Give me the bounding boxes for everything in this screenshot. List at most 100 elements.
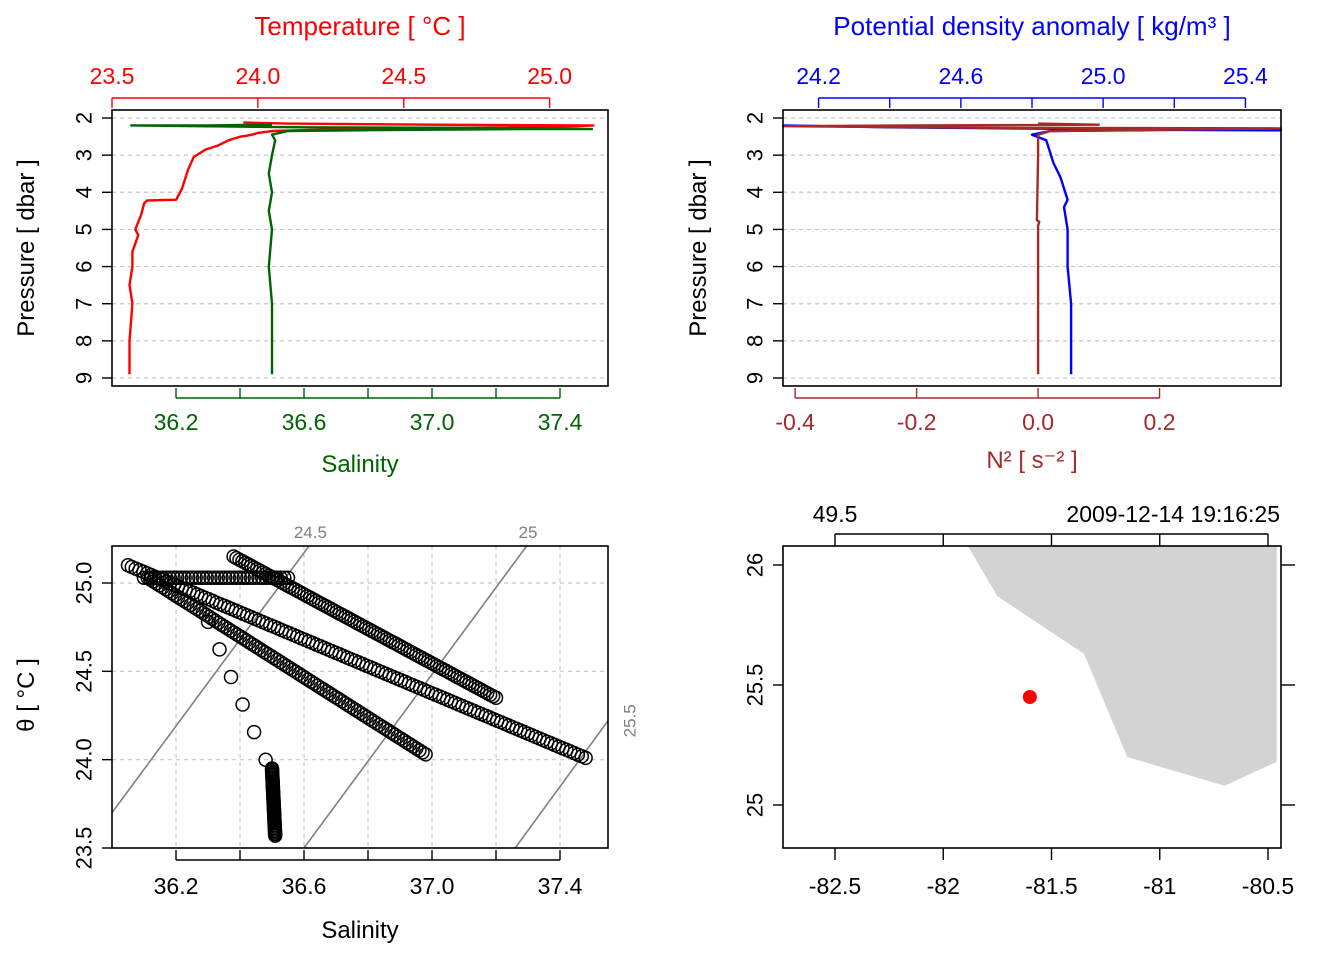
ts-profile-ytick-label-7: 7 — [72, 298, 97, 310]
ts-point — [169, 570, 185, 585]
ts-point — [578, 750, 593, 766]
ts-salinity-axis-label: Salinity — [321, 917, 398, 944]
ts-point — [192, 570, 207, 585]
map-xtick-label-3: -81 — [1143, 873, 1176, 899]
density-profile-ytick-label-6: 6 — [743, 260, 768, 272]
map-ytick-label-2: 26 — [743, 553, 768, 577]
map-xtick-label-0: -82.5 — [809, 873, 861, 899]
ts-point — [217, 570, 233, 585]
ts-point — [136, 570, 152, 585]
ts-point — [269, 570, 285, 585]
ts-point — [147, 570, 163, 585]
ts-point — [254, 570, 270, 585]
ts-point — [155, 570, 170, 585]
ts-diagram-frame — [111, 545, 609, 849]
ts-diagram-ytick-label-2: 24.5 — [72, 650, 97, 693]
ts-point — [225, 570, 240, 585]
density-profile-bottom-tick-label-2: 0.0 — [1022, 409, 1054, 435]
ts-diagram-xtick-label-0: 36.2 — [154, 873, 199, 899]
ts-diagram-ytick-label-0: 23.5 — [72, 827, 97, 870]
n2-axis-label: N² [ s⁻² ] — [986, 447, 1077, 474]
ts-point — [200, 614, 216, 630]
density-profile-ytick-label-7: 7 — [743, 298, 768, 310]
ts-point — [223, 669, 239, 685]
density-profile-top-tick-label-3: 25.4 — [1223, 63, 1268, 89]
map-xtick-label-4: -80.5 — [1242, 873, 1294, 899]
map-xtick-label-1: -82 — [927, 873, 960, 899]
ts-point — [140, 570, 155, 585]
density-profile-top-tick-label-0: 24.2 — [796, 63, 841, 89]
ts-point — [236, 570, 251, 585]
ts-point — [151, 570, 167, 585]
ts-diagram-xtick-label-2: 37.0 — [410, 873, 455, 899]
ts-point — [277, 570, 292, 585]
density-profile-ytick-label-8: 8 — [743, 335, 768, 347]
isopycnal-label-1: 25 — [519, 523, 538, 542]
ts-point — [214, 570, 229, 585]
ts-point — [144, 570, 159, 585]
ts-profile-ytick-label-3: 3 — [72, 149, 97, 161]
ts-point — [247, 570, 263, 585]
ts-profile-ytick-label-5: 5 — [72, 223, 97, 235]
ts-point — [265, 570, 281, 585]
isopycnal-label-2: 25.5 — [621, 704, 640, 737]
ts-profile-top-tick-label-2: 24.5 — [381, 63, 426, 89]
ts-point — [206, 570, 222, 585]
station-marker — [1022, 690, 1037, 704]
ts-point — [199, 570, 215, 585]
temperature-axis-label: Temperature [ °C ] — [254, 11, 465, 41]
panel-ts-diagram: Salinity θ [ °C ] — [13, 658, 399, 944]
ts-point — [418, 747, 433, 762]
ts-point — [267, 828, 283, 843]
density-profile-top-tick-label-1: 24.6 — [938, 63, 983, 89]
ts-point — [488, 690, 504, 706]
ts-point — [262, 570, 277, 585]
ts-profile-top-tick-label-0: 23.5 — [90, 63, 135, 89]
ts-profile-ytick-label-2: 2 — [72, 112, 97, 124]
ts-point — [195, 570, 211, 585]
panel-ts-profile: Temperature [ °C ] Salinity Pressure [ d… — [13, 11, 466, 478]
pressure-axis-label-right: Pressure [ dbar ] — [685, 159, 712, 336]
density-profile-ytick-label-3: 3 — [743, 149, 768, 161]
map-ytick-label-0: 25 — [743, 793, 768, 817]
salinity-axis-label: Salinity — [321, 451, 398, 478]
ts-point — [232, 570, 248, 585]
density-profile-bottom-tick-label-3: 0.2 — [1144, 409, 1176, 435]
ts-profile-bottom-tick-label-0: 36.2 — [154, 409, 199, 435]
ts-profile-top-tick-label-3: 25.0 — [527, 63, 572, 89]
map-top-label-1: 2009-12-14 19:16:25 — [1066, 501, 1280, 527]
ts-diagram-ytick-label-1: 24.0 — [72, 738, 97, 781]
ts-point — [173, 570, 189, 585]
ts-point — [212, 642, 227, 657]
ts-diagram-xtick-label-3: 37.4 — [538, 873, 583, 899]
density-profile-bottom-tick-label-1: -0.2 — [897, 409, 937, 435]
isopycnal-label-0: 24.5 — [294, 523, 327, 542]
ts-profile-bottom-tick-label-3: 37.4 — [538, 409, 583, 435]
ts-point — [258, 570, 274, 585]
density-profile-ytick-label-4: 4 — [743, 186, 768, 198]
ts-point — [240, 570, 255, 585]
ts-diagram-xtick-label-1: 36.6 — [282, 873, 327, 899]
ts-point — [485, 688, 501, 704]
ts-profile-bottom-tick-label-1: 36.6 — [282, 409, 327, 435]
ts-point — [158, 570, 174, 585]
map-top-label-0: 49.5 — [813, 501, 858, 527]
ts-point — [229, 570, 244, 585]
ts-point — [246, 724, 262, 740]
ts-profile-ytick-label-4: 4 — [72, 186, 97, 198]
ts-point — [235, 697, 250, 712]
ts-point — [177, 570, 192, 585]
ts-profile-ytick-label-9: 9 — [72, 372, 97, 384]
ts-point — [203, 570, 218, 585]
density-axis-label: Potential density anomaly [ kg/m³ ] — [833, 11, 1230, 41]
ts-point — [243, 570, 259, 585]
ts-profile-ytick-label-6: 6 — [72, 260, 97, 272]
isopycnal-line-2 — [514, 720, 608, 848]
ts-profile-plot-frame — [111, 109, 609, 387]
density-profile-bottom-tick-label-0: -0.4 — [775, 409, 815, 435]
density-profile-top-tick-label-2: 25.0 — [1081, 63, 1126, 89]
land-polygon — [967, 546, 1277, 786]
ts-point — [251, 570, 266, 585]
